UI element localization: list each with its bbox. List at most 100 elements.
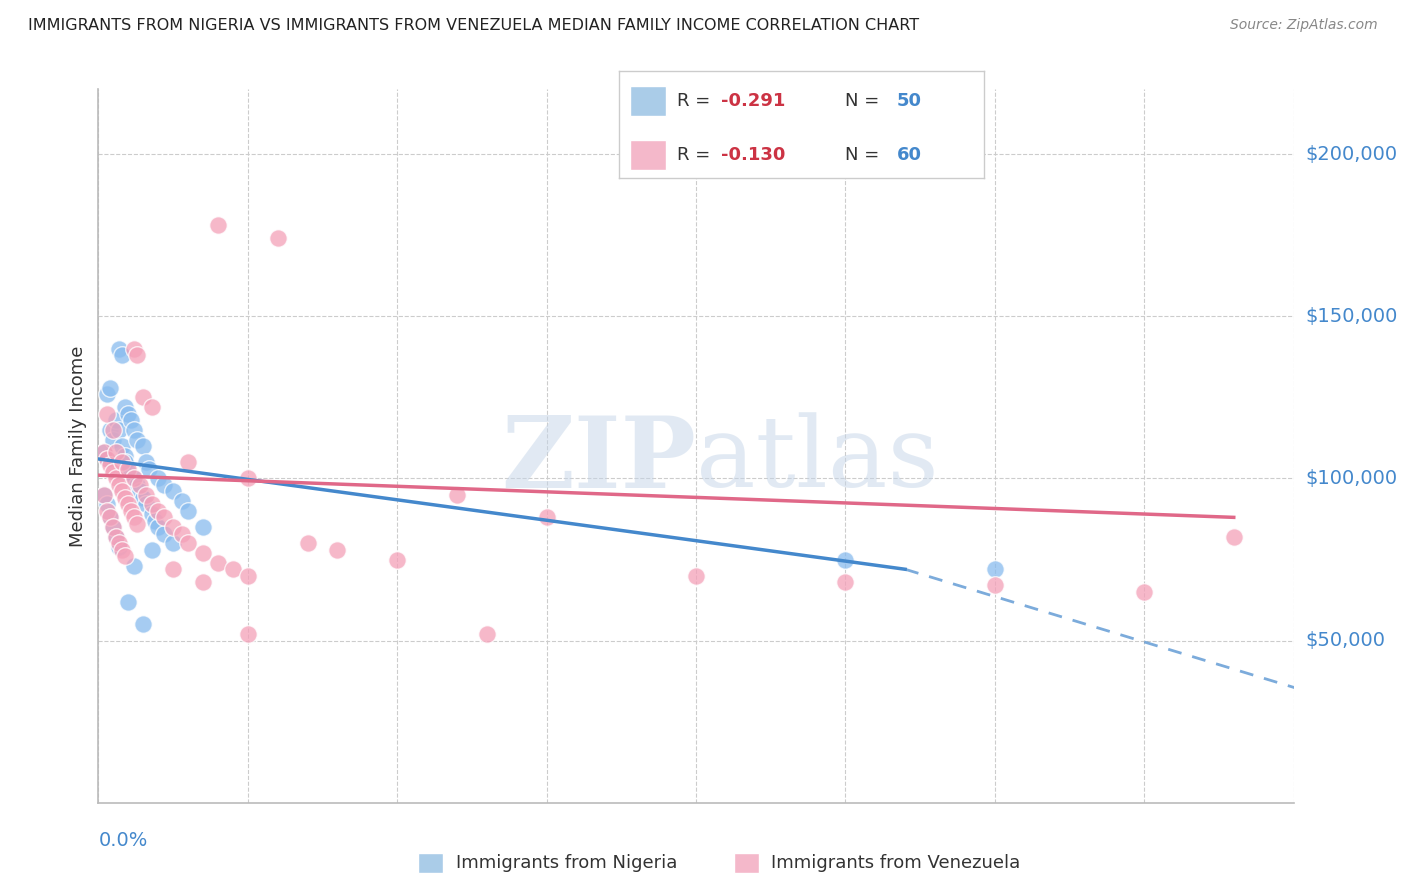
Point [120, 413, 142, 427]
Point [117, 497, 139, 511]
Point [326, 542, 349, 557]
Text: R =: R = [678, 93, 716, 111]
Point [98, 510, 122, 524]
Point [153, 478, 176, 492]
Text: $200,000: $200,000 [1305, 145, 1398, 163]
Point [153, 526, 176, 541]
Point [983, 578, 1005, 592]
Point [105, 530, 128, 544]
Point [98, 510, 122, 524]
Point [108, 423, 131, 437]
Point [132, 491, 155, 505]
Point [141, 507, 163, 521]
Point [127, 348, 149, 362]
Point [385, 552, 409, 566]
Text: Source: ZipAtlas.com: Source: ZipAtlas.com [1230, 18, 1378, 32]
Text: N =: N = [845, 146, 886, 164]
Point [108, 342, 131, 356]
Point [111, 542, 134, 557]
FancyBboxPatch shape [734, 853, 759, 873]
Point [172, 494, 194, 508]
Point [124, 559, 146, 574]
Point [93, 488, 115, 502]
Point [114, 455, 136, 469]
Point [141, 542, 163, 557]
Point [111, 455, 134, 469]
Point [93, 488, 115, 502]
Point [834, 552, 856, 566]
Point [191, 520, 214, 534]
FancyBboxPatch shape [630, 140, 666, 169]
Point [124, 423, 146, 437]
Point [685, 568, 707, 582]
Point [135, 497, 157, 511]
Point [103, 465, 125, 479]
Point [96, 452, 118, 467]
FancyBboxPatch shape [419, 853, 443, 873]
Point [132, 617, 155, 632]
Point [143, 514, 166, 528]
Point [103, 433, 125, 447]
Point [162, 520, 184, 534]
Point [117, 595, 139, 609]
Point [135, 455, 157, 469]
Point [236, 471, 259, 485]
Point [96, 504, 118, 518]
Point [162, 484, 184, 499]
Text: 50: 50 [897, 93, 921, 111]
Point [177, 504, 200, 518]
Point [98, 423, 122, 437]
Point [117, 465, 139, 479]
Text: Immigrants from Nigeria: Immigrants from Nigeria [456, 854, 676, 872]
Point [111, 484, 134, 499]
Point [162, 536, 184, 550]
Point [191, 575, 214, 590]
Point [114, 400, 136, 414]
Point [120, 504, 142, 518]
Point [132, 390, 155, 404]
Point [108, 478, 131, 492]
Point [105, 530, 128, 544]
Text: N =: N = [845, 93, 886, 111]
Point [103, 423, 125, 437]
Text: IMMIGRANTS FROM NIGERIA VS IMMIGRANTS FROM VENEZUELA MEDIAN FAMILY INCOME CORREL: IMMIGRANTS FROM NIGERIA VS IMMIGRANTS FR… [28, 18, 920, 33]
Text: ZIP: ZIP [501, 412, 696, 508]
Point [297, 536, 319, 550]
Text: -0.291: -0.291 [721, 93, 786, 111]
Point [148, 504, 170, 518]
Point [135, 488, 157, 502]
Point [141, 497, 163, 511]
Point [222, 562, 245, 576]
Point [127, 433, 149, 447]
Point [124, 342, 146, 356]
Point [124, 471, 146, 485]
Point [148, 520, 170, 534]
Text: R =: R = [678, 146, 716, 164]
Point [103, 520, 125, 534]
Text: atlas: atlas [696, 412, 939, 508]
Point [148, 471, 170, 485]
Point [114, 549, 136, 564]
Point [834, 575, 856, 590]
Text: 60: 60 [897, 146, 921, 164]
Point [96, 387, 118, 401]
Point [236, 627, 259, 641]
Text: Immigrants from Venezuela: Immigrants from Venezuela [770, 854, 1021, 872]
Point [172, 526, 194, 541]
Point [138, 461, 160, 475]
Point [111, 439, 134, 453]
Point [111, 348, 134, 362]
Point [108, 540, 131, 554]
Point [108, 536, 131, 550]
Point [105, 471, 128, 485]
Point [536, 510, 558, 524]
Point [446, 488, 468, 502]
Text: $50,000: $50,000 [1305, 632, 1385, 650]
Text: $150,000: $150,000 [1305, 307, 1398, 326]
Point [117, 461, 139, 475]
Point [105, 413, 128, 427]
Point [153, 510, 176, 524]
Point [98, 381, 122, 395]
Point [475, 627, 498, 641]
Point [191, 546, 214, 560]
